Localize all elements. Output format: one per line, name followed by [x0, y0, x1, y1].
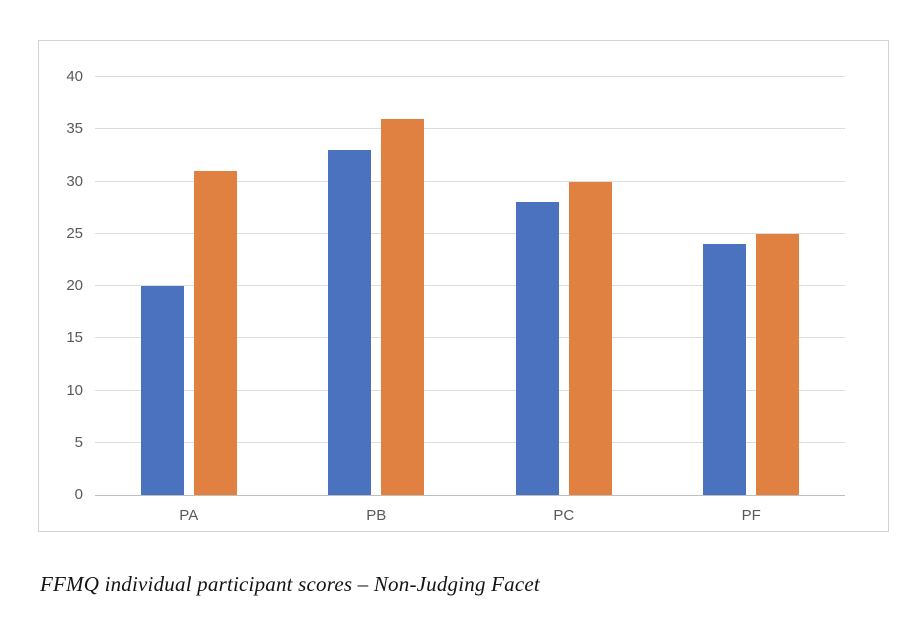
y-tick-label: 0 [74, 486, 83, 503]
bar-series1-pf [703, 244, 747, 495]
y-tick-label: 5 [74, 433, 83, 451]
category-group-pb [283, 77, 471, 495]
gridline [95, 180, 845, 182]
y-tick-label: 10 [66, 381, 83, 399]
bar-groups [95, 77, 845, 495]
bar-series1-pb [328, 150, 372, 495]
y-tick-label: 30 [66, 172, 83, 190]
gridline [95, 128, 845, 130]
plot-area [95, 76, 845, 496]
bar-series2-pa [193, 171, 237, 495]
y-tick-label: 15 [66, 329, 83, 347]
category-group-pc [470, 77, 658, 495]
gridline [95, 285, 845, 286]
bar-series2-pc [568, 181, 612, 495]
chart-caption: FFMQ individual participant scores – Non… [40, 572, 540, 596]
y-tick-label: 35 [66, 120, 83, 138]
y-tick-label: 20 [66, 277, 83, 294]
x-tick-label-pb: PB [366, 507, 387, 524]
x-tick-label-pc: PC [553, 507, 575, 524]
gridline [95, 389, 845, 391]
x-tick-label-pa: PA [179, 507, 199, 524]
y-tick-label: 40 [66, 68, 83, 85]
y-tick-label: 25 [66, 224, 83, 242]
gridline [95, 337, 845, 339]
bar-series2-pb [381, 118, 425, 495]
x-axis-line [95, 495, 845, 496]
gridline [95, 441, 845, 443]
bar-series2-pf [756, 233, 800, 495]
bar-chart: 0 5 10 15 20 25 30 35 40 PA PB PC PF [38, 40, 889, 532]
category-group-pa [95, 77, 283, 495]
bar-series1-pc [515, 202, 559, 495]
category-group-pf [658, 77, 846, 495]
gridline [95, 76, 845, 77]
bar-series1-pa [140, 286, 184, 495]
gridline [95, 232, 845, 234]
x-axis-ticks: PA PB PC PF [95, 507, 845, 524]
x-tick-label-pf: PF [741, 507, 761, 524]
